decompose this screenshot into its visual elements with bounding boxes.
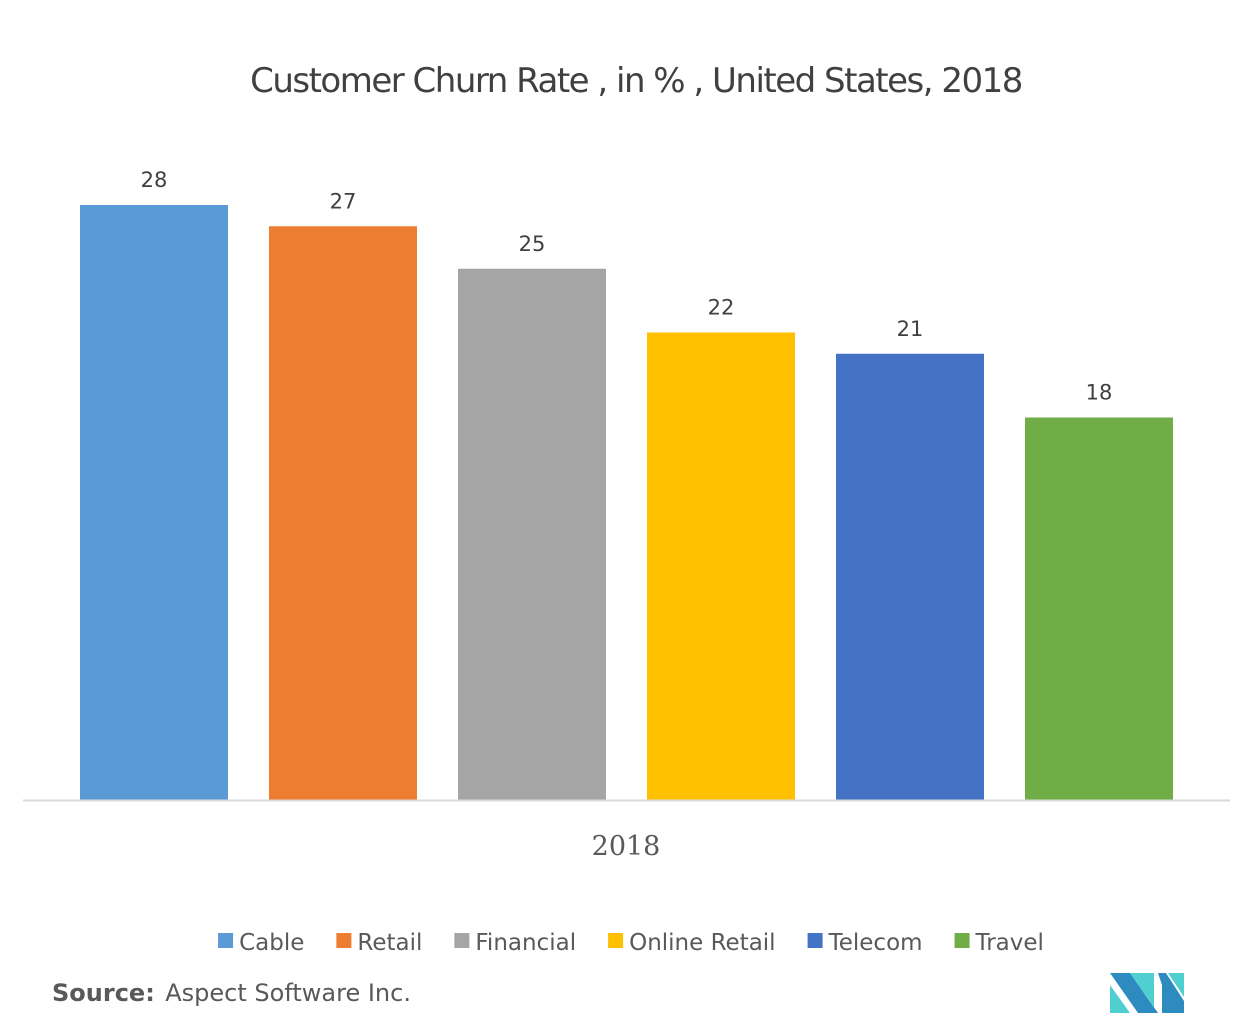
bar-telecom bbox=[836, 353, 984, 800]
legend-item-cable: Cable bbox=[218, 930, 304, 956]
legend-item-telecom: Telecom bbox=[807, 930, 923, 956]
data-label-online-retail: 22 bbox=[708, 296, 735, 320]
legend-label-online-retail: Online Retail bbox=[629, 930, 776, 956]
data-label-financial: 25 bbox=[519, 232, 546, 256]
data-label-cable: 28 bbox=[141, 168, 168, 192]
bar-cable bbox=[80, 205, 228, 800]
legend-swatch-retail bbox=[336, 933, 352, 948]
legend-swatch-financial bbox=[454, 933, 470, 948]
logo-shape-middle bbox=[1130, 973, 1154, 1007]
logo-icon bbox=[1110, 973, 1184, 1013]
bars-group bbox=[80, 205, 1173, 800]
logo-shape-right-light bbox=[1168, 973, 1184, 997]
source-text: Aspect Software Inc. bbox=[165, 979, 411, 1007]
data-labels-group: 28 27 25 22 21 18 bbox=[141, 168, 1113, 405]
legend-item-retail: Retail bbox=[336, 930, 422, 956]
logo-shape-left-light bbox=[1110, 985, 1130, 1013]
source-label: Source: bbox=[52, 979, 155, 1007]
x-tick-label: 2018 bbox=[592, 831, 661, 862]
bar-financial bbox=[458, 268, 606, 800]
legend-item-travel: Travel bbox=[954, 930, 1044, 956]
legend: Cable Retail Financial Online Retail Telecom… bbox=[218, 930, 1044, 956]
bar-retail bbox=[269, 226, 417, 800]
legend-label-cable: Cable bbox=[239, 930, 304, 956]
legend-item-online-retail: Online Retail bbox=[608, 930, 776, 956]
legend-label-travel: Travel bbox=[975, 930, 1044, 956]
logo-shape-left bbox=[1110, 973, 1158, 1013]
legend-swatch-travel bbox=[954, 933, 970, 948]
bar-travel bbox=[1025, 417, 1173, 800]
chart-title: Customer Churn Rate , in % , United Stat… bbox=[250, 61, 1022, 101]
logo-shape-right bbox=[1158, 973, 1184, 1013]
legend-label-financial: Financial bbox=[475, 930, 576, 956]
bar-online-retail bbox=[647, 332, 795, 800]
source-note: Source: Aspect Software Inc. bbox=[52, 979, 411, 1007]
legend-item-financial: Financial bbox=[454, 930, 576, 956]
data-label-telecom: 21 bbox=[897, 317, 924, 341]
data-label-travel: 18 bbox=[1086, 381, 1113, 405]
legend-swatch-online-retail bbox=[608, 933, 624, 948]
legend-label-telecom: Telecom bbox=[828, 930, 923, 956]
legend-swatch-telecom bbox=[807, 933, 823, 948]
data-label-retail: 27 bbox=[330, 189, 357, 213]
legend-label-retail: Retail bbox=[357, 930, 422, 956]
legend-swatch-cable bbox=[218, 933, 234, 948]
